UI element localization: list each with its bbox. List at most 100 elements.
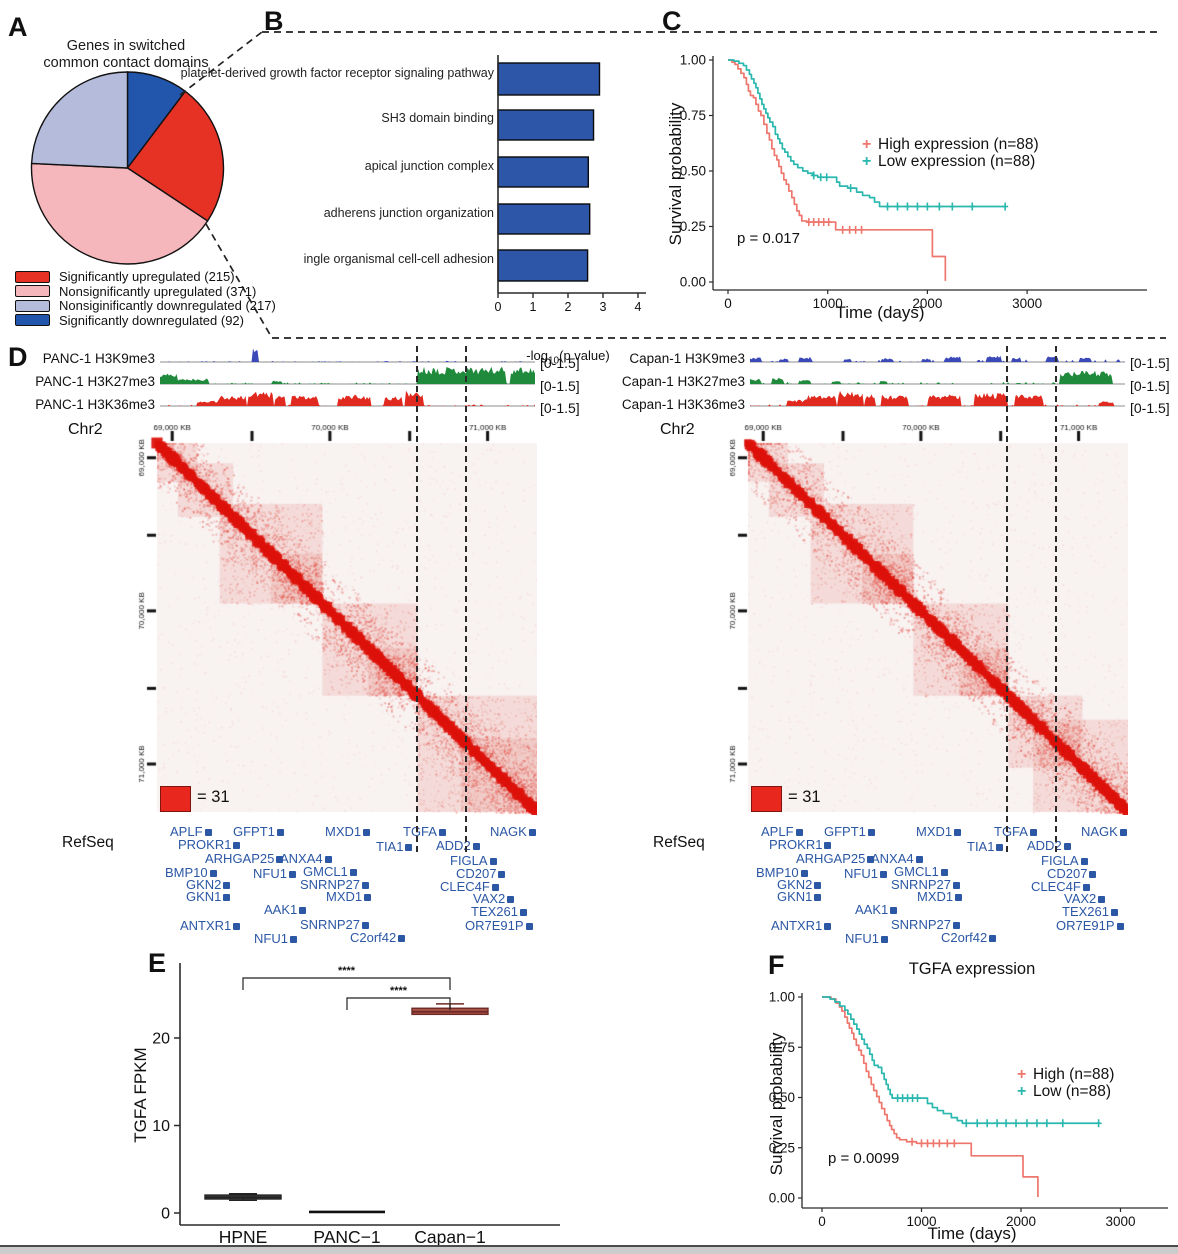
- gene-label: ANXA4: [280, 851, 332, 866]
- censor-plus-icon: +: [1017, 1083, 1027, 1100]
- pie-chart: [30, 71, 225, 265]
- panel-f-label: F: [768, 950, 785, 980]
- track-name-label: Capan-1 H3K36me3: [621, 397, 745, 412]
- pie-legend-label: Nonsiginificantly downregulated (217): [59, 298, 276, 314]
- svg-text:0.00: 0.00: [680, 275, 706, 290]
- gene-label: ANXA4: [871, 851, 923, 866]
- gene-label: MXD1: [917, 889, 962, 904]
- track-scale-label: [0-1.5]: [1130, 400, 1170, 416]
- svg-text:2: 2: [565, 300, 572, 314]
- gene-label: PROKR1: [178, 837, 240, 852]
- gene-label: ANTXR1: [771, 918, 831, 933]
- gene-label: TIA1: [376, 839, 412, 854]
- censor-plus-icon: +: [1017, 1066, 1027, 1083]
- km2-title: TGFA expression: [908, 960, 1036, 978]
- gene-label: GMCL1: [303, 864, 357, 879]
- gene-label: TIA1: [967, 839, 1003, 854]
- panel-b-label: B: [264, 6, 284, 36]
- track-name-label: Capan-1 H3K27me3: [621, 374, 745, 389]
- refseq-label-right: RefSeq: [653, 834, 705, 851]
- panel-d-label: D: [8, 342, 28, 372]
- bar-category-label: ingle organismal cell-cell adhesion: [303, 252, 494, 266]
- track-name-label: PANC-1 H3K36me3: [35, 397, 155, 412]
- hic-colorscale-value-left: = 31: [197, 788, 230, 806]
- gene-label: GFPT1: [824, 824, 875, 839]
- svg-text:3000: 3000: [1012, 296, 1042, 311]
- gene-label: NFU1: [254, 931, 297, 946]
- chr-label-left: Chr2: [68, 421, 103, 438]
- svg-text:****: ****: [338, 965, 356, 977]
- km2-pvalue: p = 0.0099: [828, 1150, 900, 1167]
- gene-label: VAX2: [473, 891, 514, 906]
- pie-legend-swatch: [15, 285, 50, 298]
- gene-label: VAX2: [1064, 891, 1105, 906]
- track-scale-label: [0-1.5]: [1130, 378, 1170, 394]
- gene-label: AAK1: [264, 902, 306, 917]
- gene-label: CD207: [456, 866, 505, 881]
- panel-a-label: A: [8, 12, 28, 42]
- hic-colorscale-value-right: = 31: [788, 788, 821, 806]
- svg-text:1.00: 1.00: [769, 990, 795, 1005]
- svg-text:0: 0: [161, 1206, 170, 1223]
- gene-label: CD207: [1047, 866, 1096, 881]
- km1-legend-label: Low expression (n=88): [878, 153, 1036, 170]
- gene-label: SNRNP27: [891, 917, 960, 932]
- gene-label: C2orf42: [350, 930, 405, 945]
- svg-text:0.50: 0.50: [769, 1090, 795, 1105]
- km2-legend-label: Low (n=88): [1033, 1083, 1111, 1100]
- gene-label: APLF: [170, 824, 212, 839]
- gene-label: ARHGAP25: [796, 851, 874, 866]
- km-survival-plot-2: 0.00 0.25 0.50 0.75 1.00 0 1000 2000 3000: [769, 990, 1168, 1229]
- km1-pvalue: p = 0.017: [737, 230, 800, 247]
- hic-map-panc1: [133, 425, 537, 815]
- hic-colorscale-swatch-left: [160, 786, 191, 812]
- km2-legend-item: + Low (n=88): [1017, 1083, 1114, 1100]
- gene-label: GKN1: [777, 889, 821, 904]
- chr-label-right: Chr2: [660, 421, 695, 438]
- gene-label: GKN1: [186, 889, 230, 904]
- svg-text:0: 0: [818, 1214, 826, 1229]
- pie-legend-swatch: [15, 299, 50, 312]
- gene-label: TGFA: [994, 824, 1037, 839]
- censor-plus-icon: +: [862, 153, 872, 170]
- pie-legend-item: Significantly upregulated (215): [15, 268, 235, 285]
- gene-label: GMCL1: [894, 864, 948, 879]
- gene-label: OR7E91P: [1056, 918, 1124, 933]
- gene-label: FIGLA: [450, 853, 497, 868]
- svg-text:4: 4: [635, 300, 642, 314]
- gene-label: NFU1: [844, 866, 887, 881]
- panel-e-label: E: [148, 948, 167, 978]
- svg-text:Capan−1: Capan−1: [414, 1227, 486, 1247]
- refseq-label-left: RefSeq: [62, 834, 114, 851]
- gene-label: FIGLA: [1041, 853, 1088, 868]
- km1-legend-label: High expression (n=88): [878, 136, 1039, 153]
- bar-category-label: platelet-derived growth factor receptor …: [180, 66, 494, 80]
- track-name-label: Capan-1 H3K9me3: [629, 351, 745, 366]
- svg-text:****: ****: [390, 985, 408, 997]
- gene-label: MXD1: [325, 824, 370, 839]
- pie-legend-label: Significantly downregulated (92): [59, 312, 244, 328]
- km2-xlabel: Time (days): [927, 1224, 1017, 1243]
- svg-text:3000: 3000: [1105, 1214, 1135, 1229]
- domain-boundary-line-1-right: [1006, 346, 1008, 852]
- gene-label: ADD2: [1027, 838, 1071, 853]
- gene-label: NFU1: [845, 931, 888, 946]
- pie-legend-item: Nonsiginificantly downregulated (217): [15, 297, 276, 314]
- gene-label: NFU1: [253, 866, 296, 881]
- hic-colorscale-swatch-right: [751, 786, 782, 812]
- gene-label: NAGK: [490, 824, 536, 839]
- svg-text:10: 10: [152, 1118, 170, 1135]
- pie-legend-label: Significantly upregulated (215): [59, 269, 235, 285]
- track-name-label: PANC-1 H3K9me3: [42, 351, 155, 366]
- gene-label: APLF: [761, 824, 803, 839]
- bar-category-label: SH3 domain binding: [381, 111, 494, 125]
- svg-text:0: 0: [495, 300, 502, 314]
- censor-plus-icon: +: [862, 136, 872, 153]
- go-term-bar-chart: 0 1 2 3 4: [495, 55, 646, 314]
- km1-legend: + High expression (n=88) + Low expression (…: [862, 136, 1039, 170]
- gene-label: TGFA: [403, 824, 446, 839]
- pie-legend-swatch: [15, 314, 50, 327]
- track-scale-label: [0-1.5]: [1130, 355, 1170, 371]
- gene-label: PROKR1: [769, 837, 831, 852]
